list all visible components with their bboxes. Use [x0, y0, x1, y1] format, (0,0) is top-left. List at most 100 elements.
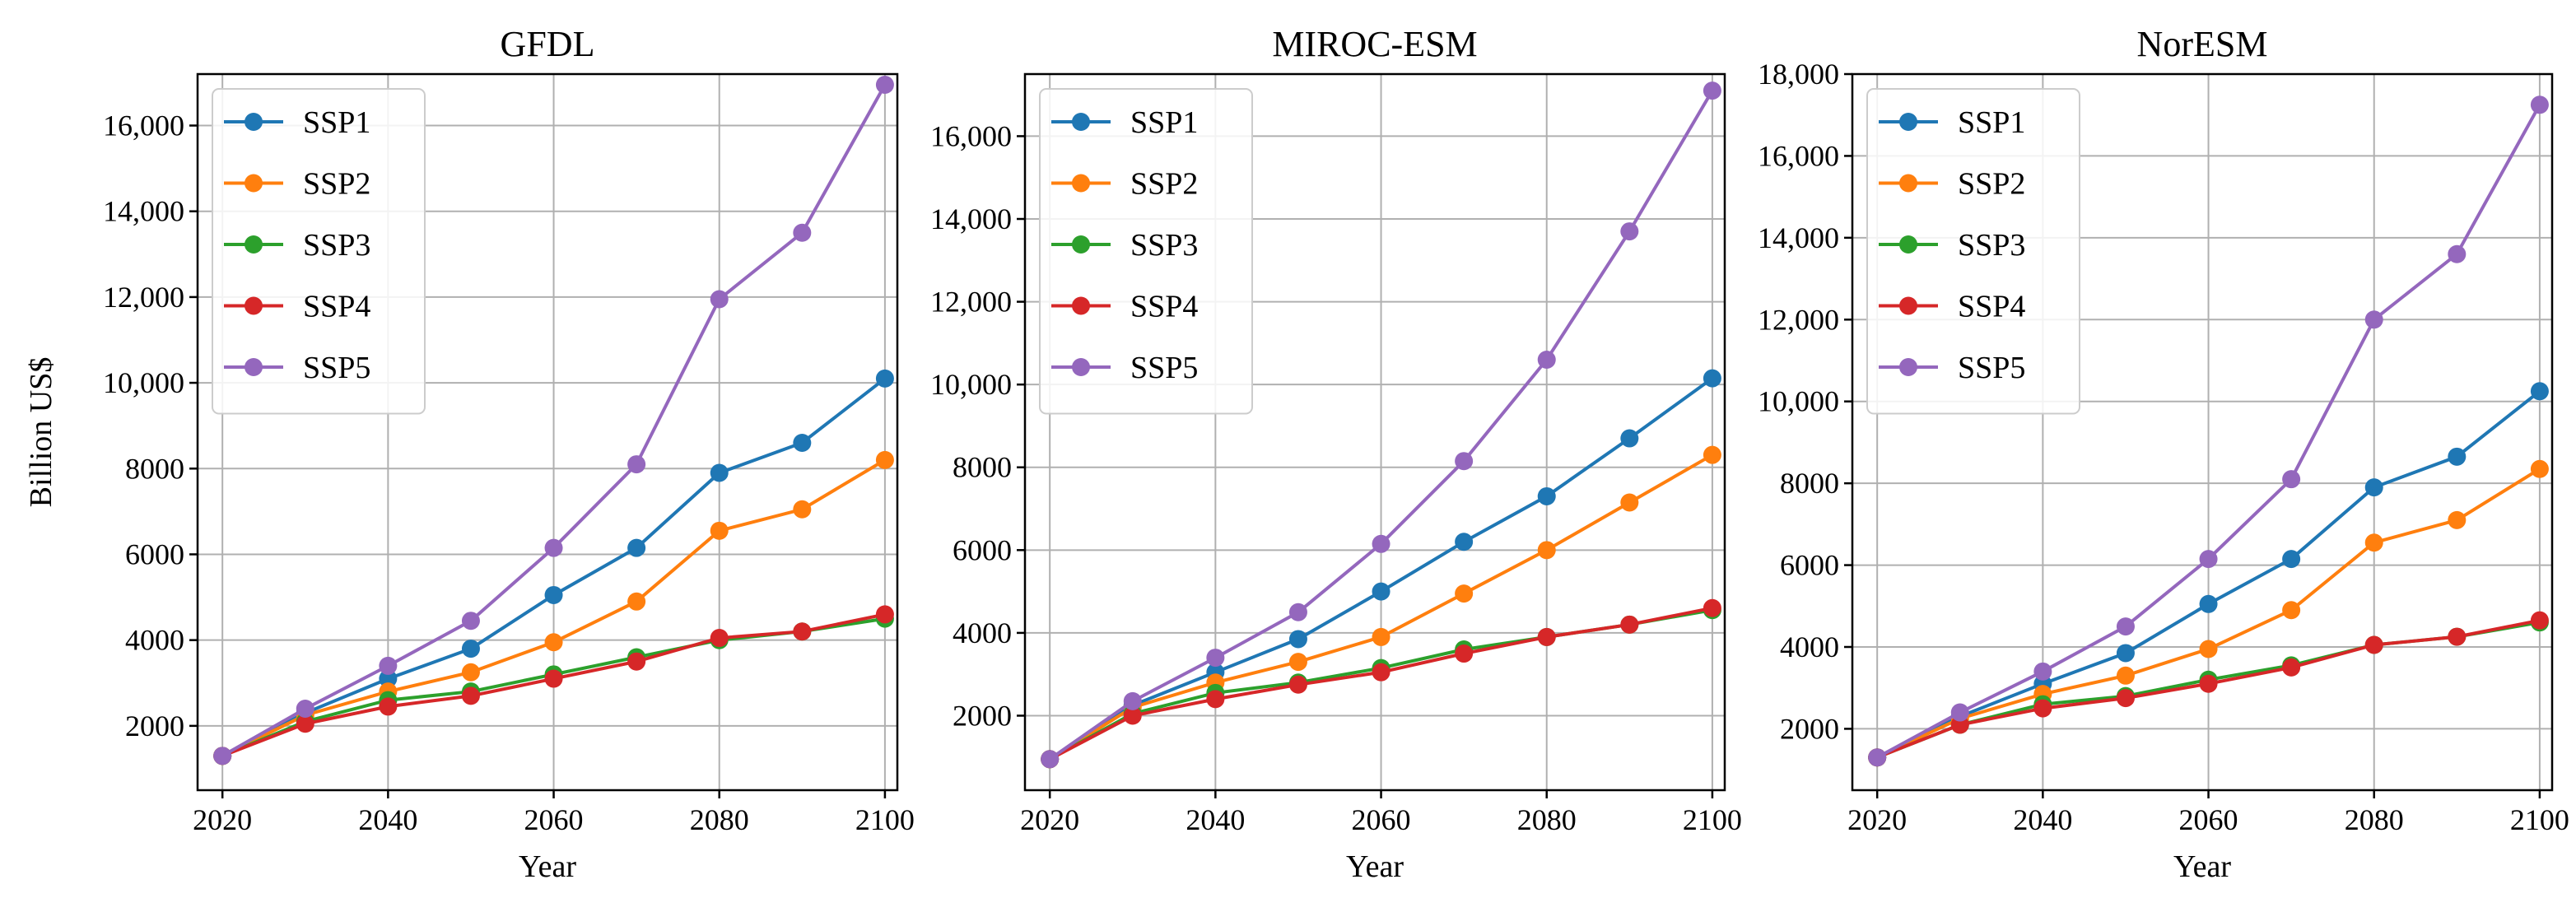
x-axis-label: Year: [1346, 849, 1404, 884]
legend-entry-ssp3: SSP3: [1879, 228, 2025, 263]
legend-entry-ssp2: SSP2: [1879, 167, 2025, 202]
data-point: [1537, 486, 1556, 505]
data-point: [2199, 594, 2218, 613]
legend-entry-ssp2: SSP2: [1051, 167, 1198, 202]
x-tick-label: 2060: [2179, 803, 2238, 836]
legend-label: SSP5: [1958, 351, 2025, 385]
data-point: [2448, 447, 2467, 466]
y-tick-label: 16,000: [1758, 139, 1839, 172]
data-point: [2364, 310, 2383, 329]
legend-label: SSP4: [1130, 290, 1198, 324]
legend-label: SSP2: [1130, 167, 1198, 202]
data-point: [1703, 81, 1721, 100]
legend-swatch-marker: [1072, 174, 1090, 193]
x-tick-label: 2020: [1847, 803, 1907, 836]
legend-entry-ssp1: SSP1: [1051, 105, 1198, 140]
data-point: [2530, 611, 2549, 630]
data-point: [379, 656, 398, 675]
data-point: [2116, 666, 2135, 685]
legend-swatch-marker: [1072, 113, 1090, 131]
y-tick-label: 14,000: [930, 202, 1012, 235]
y-axis-label: Billion US$: [24, 357, 58, 508]
data-point: [2199, 550, 2218, 569]
data-point: [627, 652, 646, 671]
legend-swatch-marker: [245, 113, 263, 131]
plot-frame: [1023, 72, 1726, 792]
y-tick-label: 12,000: [103, 281, 184, 314]
legend-label: SSP1: [1958, 105, 2025, 140]
data-point: [1455, 644, 1474, 663]
data-point: [461, 612, 480, 630]
legend-swatch-marker: [245, 358, 263, 376]
x-tick-label: 2100: [2510, 803, 2569, 836]
legend-swatch-marker: [1899, 174, 1917, 193]
data-point: [1206, 649, 1225, 668]
series-ssp5: [1041, 81, 1721, 769]
data-point: [2530, 382, 2549, 401]
data-point: [544, 633, 563, 652]
x-tick-label: 2040: [1186, 803, 1245, 836]
legend-entry-ssp1: SSP1: [1879, 105, 2025, 140]
data-point: [875, 450, 894, 469]
legend-entry-ssp2: SSP2: [224, 167, 370, 202]
chart-panel-3: 2020 2040 2060 2080 2100 2000 4000 6000 8000 10,0…: [1758, 24, 2569, 884]
legend-label: SSP1: [303, 105, 370, 140]
legend-box: [212, 88, 426, 415]
data-point: [2033, 699, 2052, 718]
legend: SSP1 SSP2 SSP3 SSP4 SSP5: [1866, 88, 2080, 415]
data-point: [296, 714, 314, 733]
data-point: [1703, 369, 1721, 388]
x-tick-label: 2040: [2013, 803, 2072, 836]
x-tick-label: 2060: [1352, 803, 1411, 836]
legend-label: SSP4: [1958, 290, 2025, 324]
data-point: [2364, 478, 2383, 497]
y-tick-label: 2000: [953, 699, 1012, 732]
data-point: [2448, 510, 2467, 529]
data-point: [2530, 95, 2549, 114]
data-point: [2448, 627, 2467, 646]
x-axis-label: Year: [519, 849, 576, 884]
data-point: [793, 500, 812, 519]
y-tick-label: 12,000: [1758, 303, 1839, 336]
series-ssp5: [1868, 95, 2549, 767]
legend-label: SSP2: [303, 167, 370, 202]
data-point: [1537, 627, 1556, 646]
data-point: [2282, 550, 2301, 569]
y-tick-label: 4000: [125, 624, 184, 657]
chart-title: GFDL: [501, 24, 595, 64]
chart-title: MIROC-ESM: [1272, 24, 1477, 64]
y-tick-label: 2000: [1780, 712, 1839, 745]
x-tick-label: 2020: [1020, 803, 1079, 836]
data-point: [1206, 690, 1225, 709]
data-point: [2448, 244, 2467, 263]
data-point: [1288, 653, 1307, 672]
data-point: [2033, 662, 2052, 681]
legend: SSP1 SSP2 SSP3 SSP4 SSP5: [1039, 88, 1253, 415]
legend-swatch-marker: [245, 174, 263, 193]
data-point: [2199, 640, 2218, 658]
chart-panel-2: 2020 2040 2060 2080 2100 2000 4000 6000 8000 10,0…: [930, 24, 1742, 884]
y-tick-label: 4000: [953, 617, 1012, 649]
y-tick-label: 8000: [1780, 467, 1839, 500]
data-point: [710, 463, 729, 482]
legend-label: SSP4: [303, 290, 370, 324]
y-tick-label: 8000: [125, 452, 184, 485]
data-point: [1372, 663, 1390, 682]
data-point: [1620, 493, 1639, 512]
data-point: [627, 592, 646, 611]
data-point: [1288, 603, 1307, 621]
y-tick-label: 12,000: [930, 286, 1012, 319]
data-point: [1455, 533, 1474, 551]
legend-label: SSP5: [303, 351, 370, 385]
data-point: [461, 663, 480, 682]
data-point: [461, 640, 480, 658]
data-point: [2199, 674, 2218, 693]
y-tick-label: 2000: [125, 710, 184, 742]
y-tick-label: 10,000: [930, 368, 1012, 401]
data-point: [1620, 615, 1639, 634]
data-point: [2116, 689, 2135, 708]
data-point: [1288, 675, 1307, 694]
data-point: [627, 538, 646, 557]
data-point: [1703, 598, 1721, 617]
legend-label: SSP3: [1130, 228, 1198, 263]
